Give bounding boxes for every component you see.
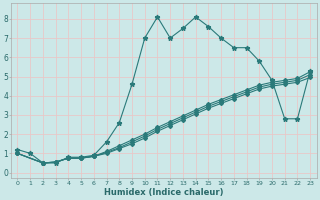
- X-axis label: Humidex (Indice chaleur): Humidex (Indice chaleur): [104, 188, 224, 197]
